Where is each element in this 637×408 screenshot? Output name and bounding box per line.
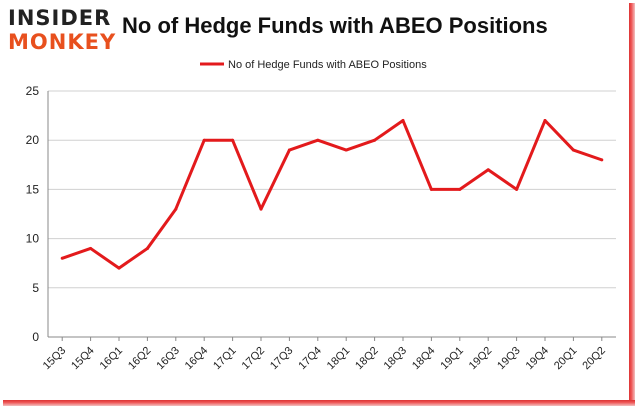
series-line [61,119,603,270]
data-point [60,256,64,260]
y-tick-label: 10 [26,232,40,246]
x-tick-label: 19Q2 [467,345,495,373]
data-point [515,187,519,191]
x-tick-label: 20Q1 [552,345,580,373]
logo-line-1: INSIDER [8,6,112,30]
x-tick-label: 19Q3 [495,345,523,373]
x-tick-label: 18Q2 [353,345,381,373]
x-tick-label: 16Q3 [154,345,182,373]
x-tick-label: 18Q3 [382,345,410,373]
data-point [259,207,263,211]
x-tick-label: 18Q4 [410,345,438,373]
x-tick-label: 16Q2 [126,345,154,373]
y-tick-label: 25 [26,84,40,98]
data-point [316,138,320,142]
x-tick-label: 18Q1 [325,345,353,373]
data-point [117,266,121,270]
y-tick-label: 0 [32,330,39,344]
data-point [543,119,547,123]
x-tick-label: 17Q4 [296,345,324,373]
data-point [401,119,405,123]
x-tick-label: 15Q4 [69,345,97,373]
x-tick-label: 19Q1 [438,345,466,373]
x-tick-label: 15Q3 [41,345,69,373]
data-point [571,148,575,152]
data-point [373,138,377,142]
y-tick-label: 5 [32,281,39,295]
x-tick-label: 16Q4 [183,345,211,373]
x-tick-label: 16Q1 [98,345,126,373]
y-tick-label: 15 [26,182,40,196]
data-point [344,148,348,152]
data-point [145,246,149,250]
data-point [287,148,291,152]
chart-title: No of Hedge Funds with ABEO Positions [122,13,548,38]
insider-monkey-logo: INSIDER MONKEY [8,6,120,58]
x-tick-label: 20Q2 [580,345,608,373]
data-point [458,187,462,191]
data-point [202,138,206,142]
x-tick-label: 17Q2 [240,345,268,373]
frame-shadow-bottom [3,400,635,406]
x-tick-label: 19Q4 [524,345,552,373]
data-point [89,246,93,250]
legend-label: No of Hedge Funds with ABEO Positions [228,59,427,71]
data-point [231,138,235,142]
x-tick-label: 17Q3 [268,345,296,373]
frame-shadow-right [629,3,635,406]
data-point [429,187,433,191]
x-tick-label: 17Q1 [211,345,239,373]
logo-line-2: MONKEY [8,30,117,54]
data-point [174,207,178,211]
data-point [600,158,604,162]
y-tick-label: 20 [26,133,40,147]
data-point [486,168,490,172]
